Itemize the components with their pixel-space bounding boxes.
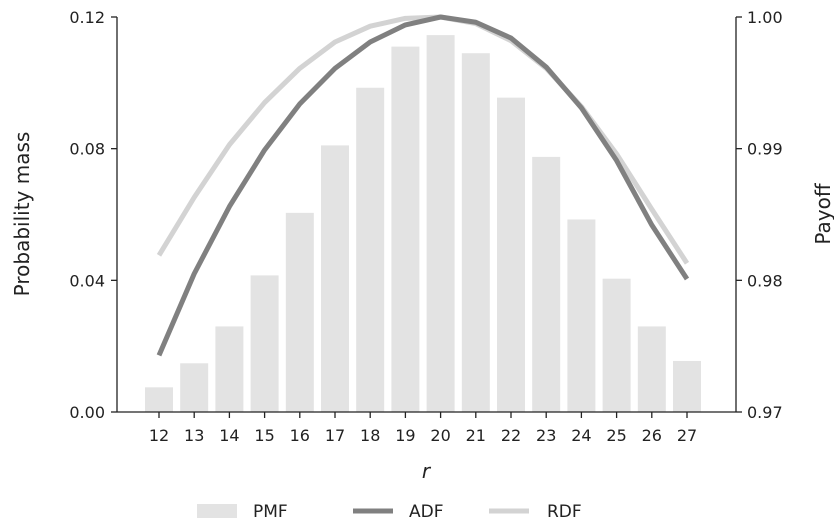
x-tick-label-25: 25 (606, 426, 626, 445)
pmf-bar-16 (285, 212, 314, 412)
pmf-bar-21 (461, 53, 490, 412)
axes (111, 16, 742, 418)
pmf-bar-20 (426, 35, 455, 413)
y-tick-label-left: 0.04 (69, 271, 105, 290)
x-tick-label-26: 26 (642, 426, 662, 445)
legend-label-adf: ADF (409, 502, 444, 522)
x-tick-label-13: 13 (184, 426, 204, 445)
rdf-line (156, 14, 690, 265)
x-tick-label-23: 23 (536, 426, 556, 445)
pmf-bar-26 (637, 326, 666, 412)
pmf-bar-14 (215, 326, 244, 412)
legend-label-rdf: RDF (547, 502, 582, 522)
x-tick-label-21: 21 (466, 426, 486, 445)
x-tick-label-12: 12 (149, 426, 169, 445)
y-tick-label-right: 1.00 (747, 8, 783, 27)
pmf-bars (145, 35, 701, 413)
pmf-bar-25 (602, 278, 631, 412)
x-tick-label-15: 15 (254, 426, 274, 445)
x-tick-label-27: 27 (677, 426, 697, 445)
y-axis-title-left: Probability mass (10, 132, 34, 297)
pmf-bar-12 (145, 387, 173, 412)
pmf-bar-18 (356, 87, 385, 412)
y-tick-label-left: 0.08 (69, 140, 105, 159)
x-tick-label-17: 17 (325, 426, 345, 445)
y-tick-label-right: 0.98 (747, 271, 783, 290)
y-tick-label-right: 0.97 (747, 403, 783, 422)
y-tick-label-left: 0.00 (69, 403, 105, 422)
y-tick-label-left: 0.12 (69, 8, 105, 27)
x-tick-label-19: 19 (395, 426, 415, 445)
legend-label-pmf: PMF (253, 502, 288, 522)
x-tick-label-24: 24 (571, 426, 591, 445)
pmf-bar-24 (567, 219, 596, 412)
pmf-bar-27 (673, 360, 701, 412)
tick-labels: 0.00 0.04 0.08 0.12 0.97 0.98 0.99 1.00 12 13 14 15… (69, 8, 782, 445)
adf-line (156, 14, 690, 357)
pmf-bar-23 (532, 156, 561, 412)
x-tick-label-20: 20 (430, 426, 450, 445)
legend: PMF ADF RDF (197, 502, 582, 522)
pmf-bar-22 (497, 97, 525, 412)
x-tick-label-14: 14 (219, 426, 239, 445)
y-tick-label-right: 0.99 (747, 140, 783, 159)
pmf-bar-19 (391, 46, 420, 412)
x-tick-label-18: 18 (360, 426, 380, 445)
pmf-bar-15 (250, 275, 279, 412)
payoff-lines (156, 14, 690, 357)
x-axis-title: r (422, 459, 432, 483)
x-tick-label-16: 16 (290, 426, 310, 445)
legend-swatch-pmf (197, 504, 237, 518)
pmf-bar-13 (180, 363, 209, 412)
x-tick-label-22: 22 (501, 426, 521, 445)
pmf-bar-17 (321, 145, 349, 412)
y-axis-title-right: Payoff (811, 182, 834, 244)
